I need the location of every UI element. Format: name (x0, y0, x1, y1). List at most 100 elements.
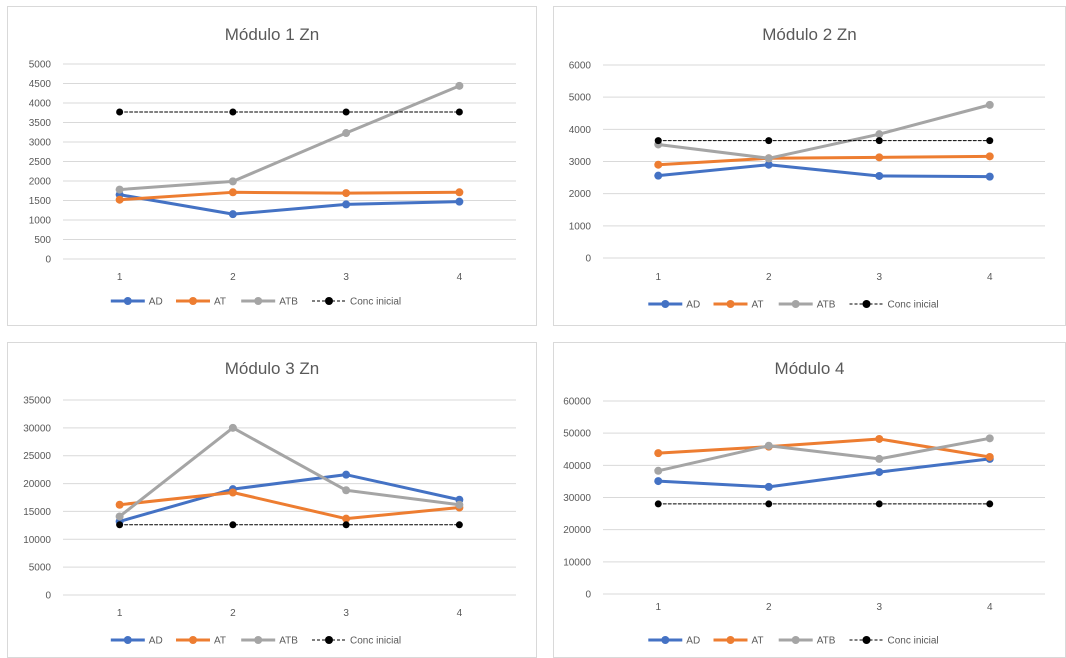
legend-label-conc-inicial: Conc inicial (888, 300, 939, 311)
series-line-at (656, 154, 992, 167)
y-tick-label: 20000 (23, 479, 51, 490)
data-point-conc-inicial (765, 137, 773, 145)
legend-label-ad: AD (149, 636, 163, 647)
x-tick-label: 3 (876, 272, 882, 283)
legend-label-conc-inicial: Conc inicial (888, 636, 939, 647)
y-tick-label: 60000 (563, 397, 591, 408)
y-tick-label: 10000 (23, 535, 51, 546)
y-tick-label: 500 (34, 235, 51, 246)
series-line-atb (118, 426, 461, 518)
data-point-conc-inicial (875, 500, 883, 508)
x-tick-label: 3 (343, 608, 349, 619)
chart-svg: Módulo 2 Zn 0 1000 2000 3000 4000 5000 6000 1 2 3 4… (569, 25, 1045, 311)
x-tick-label: 2 (766, 602, 772, 613)
chart-modulo-3: Módulo 3 Zn 0 5000 10000 15000 20000 25000 3000… (7, 342, 537, 658)
data-point-conc-inicial (455, 521, 463, 529)
legend-marker-ad (123, 636, 132, 644)
y-tick-label: 25000 (23, 451, 51, 462)
y-tick-label: 40000 (563, 461, 591, 472)
data-point-at (342, 514, 351, 523)
series-line-at (118, 190, 461, 202)
data-point-conc-inicial (342, 521, 350, 529)
data-point-at (115, 500, 124, 509)
chart-svg: Módulo 3 Zn 0 5000 10000 15000 20000 25000 3000… (23, 359, 516, 647)
data-point-ad (455, 197, 464, 206)
series-line-ad (656, 457, 992, 489)
data-point-ad (654, 477, 663, 486)
chart-svg: Módulo 1 Zn 0 500 1000 1500 2000 2500 3000 3500 4… (29, 25, 516, 308)
legend-marker-at (726, 300, 735, 308)
legend-marker-conc-inicial (862, 300, 871, 308)
x-tick-label: 3 (876, 602, 882, 613)
legend-label-atb: ATB (817, 636, 836, 647)
y-tick-label: 3000 (29, 138, 52, 149)
y-tick-label: 0 (585, 254, 591, 265)
y-tick-label: 2000 (29, 177, 52, 188)
legend-marker-ad (661, 636, 670, 644)
y-tick-label: 30000 (23, 423, 51, 434)
y-tick-label: 6000 (569, 61, 592, 72)
x-tick-label: 3 (343, 272, 349, 283)
legend-marker-at (189, 636, 197, 644)
legend-label-at: AT (752, 300, 764, 311)
x-tick-label: 1 (117, 272, 123, 283)
data-point-atb (455, 81, 464, 90)
data-point-conc-inicial (875, 137, 883, 145)
chart-title: Módulo 3 Zn (225, 359, 320, 378)
data-point-at (875, 153, 884, 162)
data-point-atb (654, 466, 663, 475)
y-tick-label: 3000 (569, 157, 592, 168)
data-point-ad (764, 482, 773, 491)
legend-label-ad: AD (149, 297, 163, 308)
data-point-conc-inicial (986, 500, 994, 508)
y-tick-label: 1000 (569, 221, 592, 232)
y-tick-label: 50000 (563, 429, 591, 440)
data-point-at (455, 188, 464, 197)
x-tick-label: 2 (230, 272, 236, 283)
y-tick-label: 4500 (29, 79, 52, 90)
data-point-atb (342, 486, 351, 495)
data-point-conc-inicial (654, 137, 662, 145)
data-point-atb (228, 177, 237, 186)
legend-marker-atb (791, 300, 800, 308)
data-point-atb (228, 423, 237, 432)
legend-label-at: AT (214, 297, 226, 308)
legend-marker-ad (123, 297, 132, 305)
data-point-ad (342, 200, 351, 209)
legend-label-conc-inicial: Conc inicial (350, 636, 401, 647)
x-tick-label: 4 (987, 602, 993, 613)
legend-label-atb: ATB (817, 300, 836, 311)
data-point-at (985, 452, 994, 461)
data-point-at (342, 189, 351, 198)
series-line-ad (656, 163, 992, 179)
y-tick-label: 4000 (569, 125, 592, 136)
legend-label-atb: ATB (279, 636, 298, 647)
data-point-atb (875, 454, 884, 463)
data-point-ad (228, 210, 237, 219)
legend-label-atb: ATB (279, 297, 298, 308)
y-tick-label: 20000 (563, 525, 591, 536)
data-point-conc-inicial (765, 500, 773, 508)
series-line-ad (118, 473, 461, 523)
y-tick-label: 15000 (23, 507, 51, 518)
x-tick-label: 1 (655, 272, 661, 283)
legend-label-at: AT (752, 636, 764, 647)
data-point-conc-inicial (986, 137, 994, 145)
x-tick-label: 2 (766, 272, 772, 283)
y-tick-label: 1000 (29, 216, 52, 227)
legend-label-ad: AD (686, 300, 700, 311)
legend-label-at: AT (214, 636, 226, 647)
series-line-at (118, 490, 461, 521)
chart-modulo-4: Módulo 4 0 10000 20000 30000 40000 50000 60000 1… (553, 342, 1066, 658)
legend-label-conc-inicial: Conc inicial (350, 297, 401, 308)
data-point-conc-inicial (229, 108, 237, 116)
x-tick-label: 4 (457, 608, 463, 619)
series-line-atb (118, 84, 461, 192)
chart-modulo-2: Módulo 2 Zn 0 1000 2000 3000 4000 5000 6000 1 2 3 4… (553, 6, 1066, 326)
data-point-atb (115, 185, 124, 194)
y-tick-label: 1500 (29, 196, 52, 207)
legend-marker-conc-inicial (862, 636, 871, 644)
y-tick-label: 10000 (563, 557, 591, 568)
chart-svg: Módulo 4 0 10000 20000 30000 40000 50000 60000 1… (563, 359, 1045, 647)
data-point-ad (875, 171, 884, 180)
